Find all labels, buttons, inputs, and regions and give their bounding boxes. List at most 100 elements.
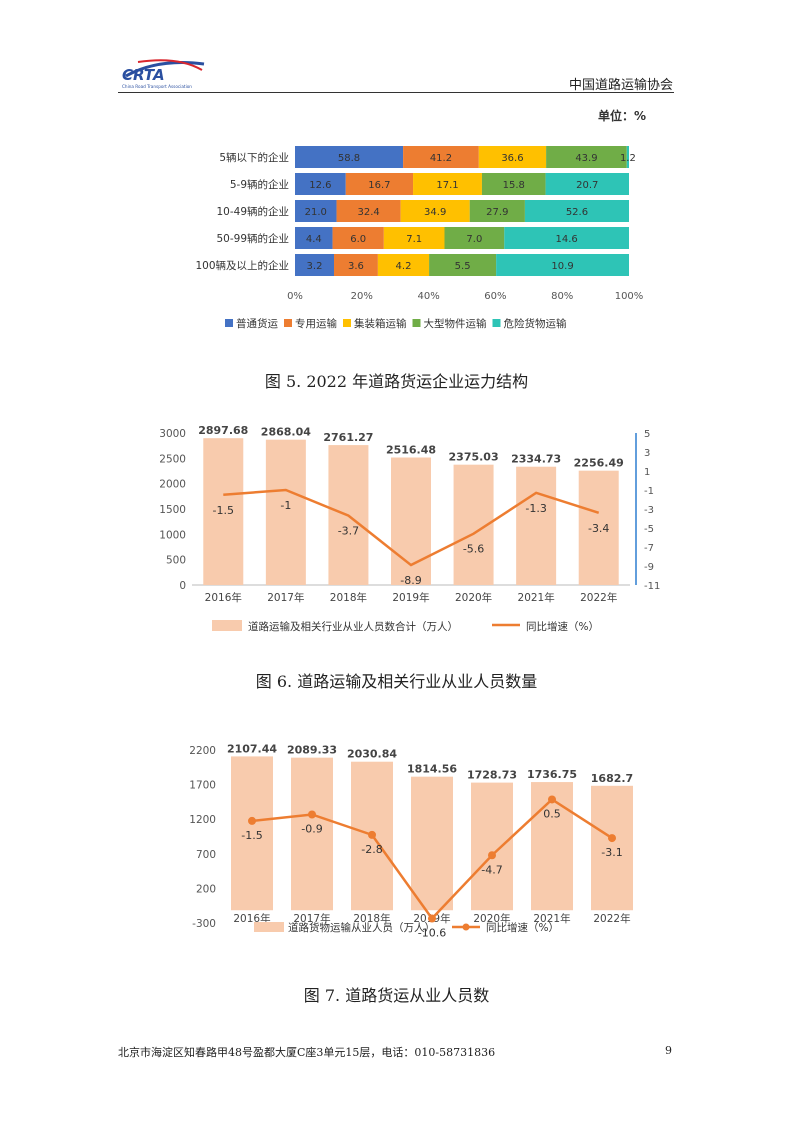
line-value-label: -8.9: [400, 574, 421, 587]
legend-swatch: [492, 319, 501, 327]
bar: [231, 756, 273, 911]
y-tick-label: 200: [196, 883, 216, 895]
x-tick-label: 2016年: [233, 912, 270, 925]
data-label: 12.6: [309, 180, 331, 191]
line-value-label: -3.7: [338, 525, 359, 538]
bar-value-label: 2375.03: [449, 451, 499, 464]
data-label: 58.8: [338, 153, 360, 164]
data-label: 14.6: [556, 234, 578, 245]
chart-freight-employees: 2200 1700 1200 700 200 -300 2107.44 2016年 2089.3…: [189, 742, 633, 940]
data-label: 15.8: [503, 180, 525, 191]
legend-label: 危险货物运输: [504, 317, 567, 330]
data-label: 10.9: [551, 261, 573, 272]
legend-label: 集装箱运输: [354, 317, 407, 330]
bar-segment: [295, 227, 333, 249]
bar-value-label: 1814.56: [407, 763, 457, 776]
chart-road-transport-employees: 3000 2500 2000 1500 1000 500 0 5 3 1 -1 -3 -5 -7 -9 -11…: [159, 424, 660, 633]
svg-text:China Road Transport Associati: China Road Transport Association: [122, 84, 192, 89]
bar-segment: [403, 146, 479, 168]
bar-segment: [524, 200, 629, 222]
legend-swatch-bar: [254, 922, 284, 932]
data-label: 36.6: [501, 153, 523, 164]
x-tick-label: 2020年: [455, 591, 492, 604]
bar-segment: [345, 173, 414, 195]
bar-value-label: 1682.7: [591, 772, 633, 785]
x-tick-label: 60%: [484, 291, 506, 302]
bar: [203, 438, 244, 585]
bar-segment: [429, 254, 497, 276]
legend-label: 专用运输: [295, 317, 337, 330]
y-left-tick-label: 1000: [159, 529, 186, 541]
bar-segment: [626, 146, 629, 168]
category-label: 5辆以下的企业: [219, 151, 289, 164]
y-left-tick-label: 500: [166, 555, 186, 567]
y-tick-label: 700: [196, 849, 216, 861]
x-tick-label: 2022年: [593, 912, 630, 925]
legend-marker: [462, 923, 470, 931]
line-marker: [488, 851, 496, 860]
category-label: 5-9辆的企业: [230, 178, 289, 191]
line-marker: [548, 795, 556, 804]
y-right-tick-label: -5: [644, 524, 654, 535]
bar-segment: [444, 227, 505, 249]
y-tick-label: 2200: [189, 745, 216, 757]
category-label: 100辆及以上的企业: [195, 259, 289, 272]
legend-label: 普通货运: [236, 317, 278, 330]
bar-segment: [295, 200, 337, 222]
data-label: 34.9: [424, 207, 446, 218]
x-tick-label: 0%: [287, 291, 303, 302]
data-label: 7.0: [466, 234, 482, 245]
y-right-tick-label: -3: [644, 505, 654, 516]
legend-label: 道路货物运输从业人员（万人）: [288, 921, 435, 934]
data-label: 21.0: [305, 207, 327, 218]
x-tick-label: 100%: [615, 291, 644, 302]
svg-text:CRTA: CRTA: [122, 66, 165, 84]
line-value-label: -2.8: [361, 843, 382, 856]
line-value-label: -5.6: [463, 543, 484, 556]
bar-value-label: 2107.44: [227, 742, 277, 755]
bar-segment: [400, 200, 470, 222]
bar-value-label: 2334.73: [511, 453, 561, 466]
data-label: 4.4: [306, 234, 322, 245]
data-label: 27.9: [486, 207, 508, 218]
x-tick-label: 80%: [551, 291, 573, 302]
data-label: 1.2: [620, 153, 636, 164]
line-value-label: -1.3: [525, 502, 546, 515]
bar-segment: [546, 146, 627, 168]
bar-segment: [545, 173, 629, 195]
bar-segment: [334, 254, 378, 276]
bar-segment: [377, 254, 430, 276]
line-marker: [308, 810, 316, 819]
footer-address: 北京市海淀区知春路甲48号盈都大厦C座3单元15层，电话：010-5873183…: [118, 1046, 496, 1059]
bar-value-label: 1728.73: [467, 769, 517, 782]
bar-value-label: 2089.33: [287, 744, 337, 757]
legend-swatch: [412, 319, 421, 327]
bar-value-label: 2897.68: [198, 424, 248, 437]
legend-label: 同比增速（%）: [486, 921, 559, 934]
y-left-tick-label: 1500: [159, 504, 186, 516]
legend-swatch: [343, 319, 351, 327]
line-value-label: -10.6: [418, 927, 446, 940]
data-label: 3.2: [307, 261, 323, 272]
bar-segment: [469, 200, 525, 222]
y-right-tick-label: 3: [644, 448, 650, 459]
y-right-tick-label: -1: [644, 486, 654, 497]
data-label: 32.4: [357, 207, 379, 218]
header-divider: [118, 92, 674, 93]
bar-value-label: 2030.84: [347, 748, 397, 761]
legend-swatch-bar: [212, 620, 242, 631]
y-right-tick-label: -9: [644, 562, 654, 573]
data-label: 7.1: [406, 234, 422, 245]
x-tick-label: 2018年: [353, 912, 390, 925]
y-left-tick-label: 2500: [159, 453, 186, 465]
line-value-label: -1.5: [241, 829, 262, 842]
figure6-caption: 图 6. 道路运输及相关行业从业人员数量: [255, 672, 538, 691]
line-marker: [608, 834, 616, 843]
bar-segment: [295, 146, 404, 168]
data-label: 3.6: [348, 261, 364, 272]
category-label: 50-99辆的企业: [216, 232, 289, 245]
x-tick-label: 2021年: [533, 912, 570, 925]
x-tick-label: 20%: [351, 291, 373, 302]
legend-swatch: [225, 319, 233, 327]
y-right-tick-label: 5: [644, 429, 650, 440]
